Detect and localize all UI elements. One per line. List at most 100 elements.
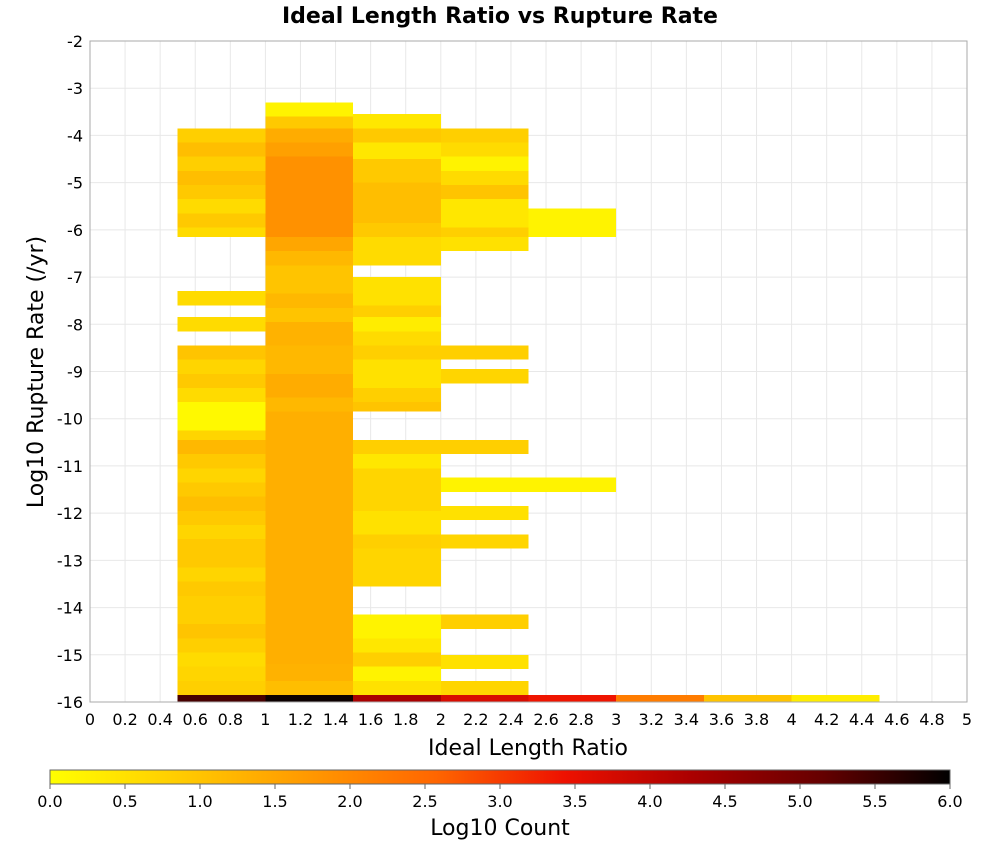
- x-tick-label: 2: [436, 710, 446, 729]
- x-tick-label: 5: [962, 710, 972, 729]
- heatmap-cell: [440, 142, 529, 157]
- heatmap-cell: [353, 114, 441, 129]
- heatmap-cell: [265, 680, 354, 695]
- heatmap-cell: [177, 402, 266, 431]
- heatmap-cell: [177, 373, 266, 389]
- x-tick-label: 1.4: [323, 710, 348, 729]
- heatmap-cell: [177, 430, 266, 440]
- colorbar-tick-label: 3.5: [562, 792, 587, 811]
- heatmap-cell: [440, 694, 529, 702]
- heatmap-cell: [353, 468, 441, 511]
- x-tick-label: 2.8: [568, 710, 593, 729]
- x-tick-label: 1.6: [358, 710, 383, 729]
- x-tick-label: 4.4: [849, 710, 874, 729]
- heatmap-cell: [177, 496, 266, 511]
- y-axis-ticks: -2 -3 -4 -5 -6 -7 -8 -9 -10 -11 -12 -13 -14 -15 -16: [57, 32, 83, 712]
- heatmap-cell: [177, 524, 266, 540]
- x-axis-label: Ideal Length Ratio: [428, 736, 628, 761]
- heatmap-cell: [265, 128, 354, 143]
- y-axis-label: Log10 Rupture Rate (/yr): [24, 236, 49, 508]
- heatmap-cell: [528, 208, 617, 237]
- x-tick-label: 3: [611, 710, 621, 729]
- heatmap-cell: [791, 694, 880, 702]
- heatmap-cell: [177, 581, 266, 596]
- x-tick-label: 0: [85, 710, 95, 729]
- x-tick-label: 3.2: [639, 710, 664, 729]
- x-tick-label: 0.6: [183, 710, 208, 729]
- heatmap-cell: [353, 305, 441, 318]
- y-tick-label: -9: [67, 363, 83, 382]
- heatmap-cell: [440, 534, 529, 549]
- heatmap-cell: [177, 567, 266, 582]
- heatmap-cell: [528, 477, 617, 492]
- y-tick-label: -14: [57, 599, 83, 618]
- y-tick-label: -8: [67, 315, 83, 334]
- heatmap-cell: [353, 317, 441, 332]
- heatmap-cell: [353, 638, 441, 653]
- heatmap-cell: [177, 142, 266, 157]
- x-tick-label: 4: [787, 710, 797, 729]
- heatmap-cell: [353, 439, 441, 455]
- colorbar-tick-label: 0.5: [112, 792, 137, 811]
- heatmap-cell: [353, 614, 441, 639]
- plot-border: [89, 40, 968, 703]
- heatmap-cell: [177, 185, 266, 200]
- heatmap-cell: [353, 510, 441, 535]
- x-tick-label: 3.8: [744, 710, 769, 729]
- heatmap-cell: [353, 182, 441, 223]
- heatmap-cell: [353, 534, 441, 549]
- y-tick-label: -10: [57, 410, 83, 429]
- x-tick-label: 1: [260, 710, 270, 729]
- heatmap-cell: [177, 454, 266, 469]
- heatmap-cell: [177, 213, 266, 228]
- y-tick-label: -3: [67, 79, 83, 98]
- x-tick-label: 3.6: [709, 710, 734, 729]
- colorbar-tick-label: 3.0: [487, 792, 512, 811]
- y-tick-label: -16: [57, 693, 83, 712]
- heatmap-cell: [177, 638, 266, 653]
- chart-title: Ideal Length Ratio vs Rupture Rate: [282, 4, 718, 29]
- heatmap-cell: [440, 345, 529, 360]
- heatmap-cell: [265, 142, 354, 157]
- heatmap-cell: [265, 397, 354, 412]
- heatmap-cells: [177, 102, 880, 702]
- heatmap-cell: [353, 548, 441, 587]
- heatmap-cell: [265, 373, 354, 398]
- y-tick-label: -15: [57, 646, 83, 665]
- heatmap-cell: [440, 185, 529, 200]
- heatmap-cell: [177, 553, 266, 568]
- heatmap-cell: [703, 694, 792, 702]
- heatmap-cell: [265, 102, 354, 117]
- colorbar-tick-label: 4.5: [712, 792, 737, 811]
- y-tick-label: -13: [57, 551, 83, 570]
- colorbar-tick-label: 4.0: [637, 792, 662, 811]
- heatmap-cell: [177, 510, 266, 525]
- heatmap-cell: [177, 317, 266, 332]
- x-tick-label: 2.4: [498, 710, 523, 729]
- heatmap-cell: [265, 236, 354, 252]
- heatmap-cell: [177, 359, 266, 374]
- heatmap-cell: [177, 439, 266, 455]
- heatmap-cell: [440, 369, 529, 384]
- heatmap-cell: [353, 159, 441, 183]
- heatmap-cell: [177, 595, 266, 610]
- colorbar-tick-label: 1.5: [262, 792, 287, 811]
- colorbar-tick-label: 5.0: [787, 792, 812, 811]
- y-tick-label: -12: [57, 504, 83, 523]
- heatmap-cell: [177, 652, 266, 667]
- heatmap-cell: [353, 402, 441, 412]
- x-tick-label: 0.4: [147, 710, 172, 729]
- colorbar-tick-label: 2.5: [412, 792, 437, 811]
- heatmap-cell: [177, 227, 266, 237]
- heatmap-cell: [177, 199, 266, 214]
- heatmap-cell: [353, 345, 441, 360]
- heatmap-cell: [177, 609, 266, 625]
- heatmap-cell: [177, 128, 266, 143]
- heatmap-cell: [177, 694, 266, 702]
- heatmap-cell: [177, 388, 266, 403]
- heatmap-cell: [177, 666, 266, 681]
- x-tick-label: 2.2: [463, 710, 488, 729]
- heatmap-cell: [265, 251, 354, 266]
- y-tick-label: -6: [67, 221, 83, 240]
